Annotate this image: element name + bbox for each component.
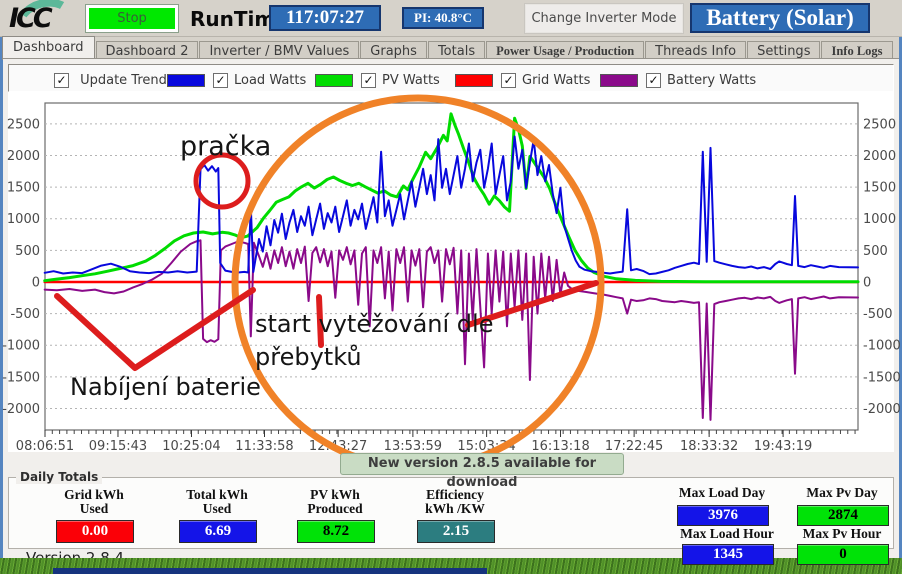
legend-bar: ✓ Update Trends ✓ Load Watts ✓ PV Watts ✓ Gri…	[8, 64, 894, 92]
trend-chart: 2500 2500 2000 2000 1500 1500 1000 1000 500 500 0 0…	[8, 92, 902, 476]
app-logo: ICC	[5, 1, 61, 35]
y-axis-label-left: 2500	[7, 117, 40, 132]
load-watts-label: Load Watts	[234, 73, 306, 88]
annotation-text-p-ebytk: přebytků	[255, 343, 362, 371]
efficiency-kwh-kw-value: 2.15	[417, 520, 495, 543]
y-axis-label-right: 1500	[863, 181, 896, 196]
y-axis-label-left: 1000	[7, 212, 40, 227]
efficiency-kwh-kw-label: Efficiency kWh /KW	[385, 488, 525, 516]
y-axis-label-right: 500	[863, 244, 888, 259]
legend-item-pv-watts: ✓ PV Watts	[315, 70, 440, 89]
x-axis-label: 19:43:19	[754, 439, 812, 454]
update-trends-label: Update Trends	[80, 73, 174, 88]
x-axis-label: 10:25:04	[162, 439, 220, 454]
y-axis-label-right: 1000	[863, 212, 896, 227]
pv-kwh-produced-value: 8.72	[297, 520, 375, 543]
battery-watts-label: Battery Watts	[667, 73, 756, 88]
x-axis-label: 17:22:45	[605, 439, 663, 454]
y-axis-label-right: 2500	[863, 117, 896, 132]
logo-text: ICC	[9, 3, 50, 34]
grid-kwh-used-label: Grid kWh Used	[24, 488, 164, 516]
daily-totals-title: Daily Totals	[16, 470, 102, 484]
max-pv-day-value: 2874	[797, 505, 889, 526]
annotation-text-start-vyt-ov-n-dle: start vytěžování dle	[255, 310, 493, 338]
battery-watts-color-swatch	[600, 74, 638, 87]
y-axis-label-right: -1500	[863, 370, 901, 385]
y-axis-label-left: 2000	[7, 149, 40, 164]
max-pv-hour-label: Max Pv Hour	[772, 527, 902, 541]
x-axis-label: 11:33:58	[235, 439, 293, 454]
grid-watts-label: Grid Watts	[522, 73, 590, 88]
y-axis-label-right: -2000	[863, 402, 901, 417]
new-version-button[interactable]: New version 2.8.5 available for download	[340, 453, 624, 475]
y-axis-label-left: -1000	[2, 339, 40, 354]
y-axis-label-right: -500	[863, 307, 893, 322]
x-axis-label: 18:33:32	[680, 439, 738, 454]
x-axis-label: 08:06:51	[16, 439, 74, 454]
change-inverter-mode-button[interactable]: Change Inverter Mode	[524, 3, 684, 34]
annotation-text-nab-jen-baterie: Nabíjení baterie	[70, 373, 261, 401]
y-axis-label-right: -1000	[863, 339, 901, 354]
trend-chart-page: 2500 2500 2000 2000 1500 1500 1000 1000 500 500 0 0…	[8, 92, 894, 452]
update-trends-toggle: ✓ Update Trends	[54, 70, 174, 89]
pv-watts-checkbox[interactable]: ✓	[361, 73, 376, 88]
max-load-day-label: Max Load Day	[652, 486, 792, 500]
max-load-day-value: 3976	[677, 505, 769, 526]
pv-watts-label: PV Watts	[382, 73, 440, 88]
inverter-mode-display: Battery (Solar)	[690, 3, 870, 33]
x-axis-label: 09:15:43	[89, 439, 147, 454]
load-watts-color-swatch	[167, 74, 205, 87]
pv-watts-color-swatch	[315, 74, 353, 87]
stop-button[interactable]: Stop	[85, 4, 179, 33]
grid-kwh-used-value: 0.00	[56, 520, 134, 543]
tab-dashboard[interactable]: Dashboard	[2, 36, 95, 60]
tab-bar: DashboardDashboard 2Inverter / BMV Value…	[2, 36, 900, 58]
max-pv-day-label: Max Pv Day	[772, 486, 902, 500]
y-axis-label-left: 1500	[7, 181, 40, 196]
title-bar: ICC Stop RunTime 117:07:27 PI: 40.8°C Ch…	[0, 0, 902, 37]
grid-watts-color-swatch	[455, 74, 493, 87]
legend-item-load-watts: ✓ Load Watts	[167, 70, 306, 89]
max-pv-hour-value: 0	[797, 544, 889, 565]
grid-watts-checkbox[interactable]: ✓	[501, 73, 516, 88]
pv-kwh-produced-label: PV kWh Produced	[265, 488, 405, 516]
load-watts-checkbox[interactable]: ✓	[213, 73, 228, 88]
legend-item-grid-watts: ✓ Grid Watts	[455, 70, 590, 89]
battery-watts-checkbox[interactable]: ✓	[646, 73, 661, 88]
y-axis-label-left: -2000	[2, 402, 40, 417]
y-axis-label-left: 500	[15, 244, 40, 259]
total-kwh-used-value: 6.69	[179, 520, 257, 543]
update-trends-checkbox[interactable]: ✓	[54, 73, 69, 88]
y-axis-label-left: -500	[10, 307, 40, 322]
y-axis-label-right: 2000	[863, 149, 896, 164]
legend-item-battery-watts: ✓ Battery Watts	[600, 70, 756, 89]
x-axis-label: 16:13:18	[531, 439, 589, 454]
annotation-text-pra-ka: pračka	[180, 131, 271, 162]
max-load-hour-value: 1345	[682, 544, 774, 565]
pi-temperature-display: PI: 40.8°C	[402, 7, 484, 29]
y-axis-label-left: -1500	[2, 370, 40, 385]
runtime-display: 117:07:27	[269, 5, 381, 31]
y-axis-label-left: 0	[32, 275, 40, 290]
y-axis-label-right: 0	[863, 275, 871, 290]
x-axis-label: 13:53:59	[384, 439, 442, 454]
taskbar-strip	[53, 568, 487, 574]
